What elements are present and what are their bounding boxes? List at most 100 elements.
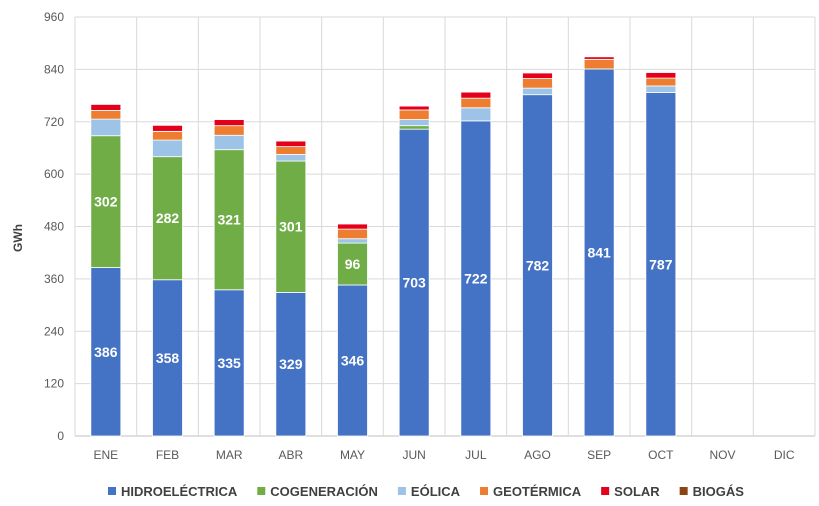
x-tick-label: ENE (93, 448, 118, 462)
x-tick-label: MAR (216, 448, 243, 462)
bar-segment (398, 128, 430, 437)
x-tick-label: JUN (402, 448, 425, 462)
bar-segment (152, 124, 183, 132)
legend-swatch (397, 487, 406, 495)
legend: HIDROELÉCTRICA COGENERACIÓN EÓLICA GEOTÉRMI… (108, 484, 744, 499)
legend-label: SOLAR (614, 484, 660, 499)
bar-segment (213, 149, 245, 291)
bar-segment (645, 85, 677, 93)
y-tick-label: 480 (44, 220, 64, 234)
data-label: 346 (341, 352, 365, 368)
bar-segment (398, 109, 430, 120)
data-labels: 386 302 358 282 335 321 329 301 346 96 703 722 782 84… (94, 194, 673, 373)
bar-segment (275, 146, 307, 155)
bar-segment (213, 289, 245, 437)
data-label: 302 (94, 194, 118, 210)
bar-segment (522, 87, 553, 96)
x-tick-label: ABR (278, 448, 303, 462)
data-label: 722 (464, 270, 488, 286)
bar-segment (337, 284, 368, 437)
legend-swatch (108, 487, 116, 495)
bar-segment (152, 130, 183, 141)
x-tick-label: FEB (156, 448, 179, 462)
y-tick-label: 960 (44, 10, 64, 24)
bar-segment (90, 103, 122, 111)
data-label: 301 (279, 219, 303, 235)
gridlines (74, 16, 816, 437)
data-label: 782 (526, 257, 550, 273)
bar-segment (645, 77, 677, 87)
bar-segment (90, 267, 122, 437)
bar-segment (213, 125, 245, 136)
x-axis: ENE FEB MAR ABR MAY JUN JUL AGO SEP OCT NOV DIC (93, 448, 794, 462)
bar-segment (460, 107, 492, 122)
bar-segment (213, 134, 245, 151)
bar-segment (90, 135, 122, 268)
x-tick-label: OCT (648, 448, 674, 462)
data-label: 358 (156, 350, 180, 366)
bar-segment (645, 72, 677, 79)
data-label: 841 (587, 244, 611, 260)
data-label: 96 (345, 256, 361, 272)
y-tick-label: 240 (44, 324, 64, 338)
legend-item: GEOTÉRMICA (480, 484, 582, 499)
legend-swatch (679, 487, 688, 495)
bar-segment (152, 279, 183, 437)
y-tick-label: 0 (57, 429, 64, 443)
data-label: 335 (217, 355, 241, 371)
data-label: 321 (217, 212, 241, 228)
y-tick-label: 600 (44, 167, 64, 181)
bar-segment (90, 118, 122, 137)
bar-segment (337, 228, 368, 240)
bars (90, 55, 677, 437)
y-tick-label: 360 (44, 272, 64, 286)
legend-item: COGENERACIÓN (257, 484, 378, 499)
legend-item: SOLAR (601, 484, 660, 499)
data-label: 329 (279, 356, 303, 372)
x-tick-label: JUL (465, 448, 487, 462)
bar-segment (213, 119, 245, 127)
y-axis-title: GWh (11, 224, 25, 252)
legend-swatch (480, 487, 489, 495)
x-tick-label: DIC (774, 448, 795, 462)
bar-segment (152, 139, 183, 158)
legend-label: BIOGÁS (693, 484, 745, 499)
bar-segment (275, 154, 307, 162)
y-tick-label: 120 (44, 377, 64, 391)
legend-swatch (601, 487, 610, 495)
x-tick-label: NOV (709, 448, 735, 462)
x-tick-label: AGO (524, 448, 551, 462)
legend-label: GEOTÉRMICA (493, 484, 582, 499)
data-label: 703 (402, 275, 426, 291)
bar-segment (398, 125, 430, 130)
y-axis: 0 120 240 360 480 600 720 840 960 (44, 10, 64, 443)
bar-segment (522, 72, 553, 79)
legend-item: EÓLICA (397, 484, 461, 499)
y-tick-label: 720 (44, 115, 64, 129)
legend-label: EÓLICA (411, 484, 461, 499)
legend-label: COGENERACIÓN (270, 484, 378, 499)
legend-item: BIOGÁS (679, 484, 745, 499)
bar-segment (275, 160, 307, 293)
data-label: 386 (94, 344, 118, 360)
bar-segment (337, 223, 368, 230)
x-tick-label: MAY (340, 448, 365, 462)
y-tick-label: 840 (44, 62, 64, 76)
legend-label: HIDROELÉCTRICA (121, 484, 238, 499)
bar-segment (398, 105, 430, 111)
bar-segment (522, 78, 553, 89)
bar-segment (398, 119, 430, 127)
bar-segment (337, 238, 368, 244)
bar-segment (90, 110, 122, 120)
legend-item: HIDROELÉCTRICA (108, 484, 238, 499)
bar-segment (645, 92, 677, 437)
data-label: 787 (649, 256, 673, 272)
bar-segment (337, 242, 368, 286)
x-tick-label: SEP (587, 448, 611, 462)
bar-segment (460, 91, 492, 99)
bar-segment (460, 97, 492, 109)
bar-segment (275, 292, 307, 437)
bar-segment (275, 140, 307, 148)
legend-swatch (257, 487, 266, 495)
